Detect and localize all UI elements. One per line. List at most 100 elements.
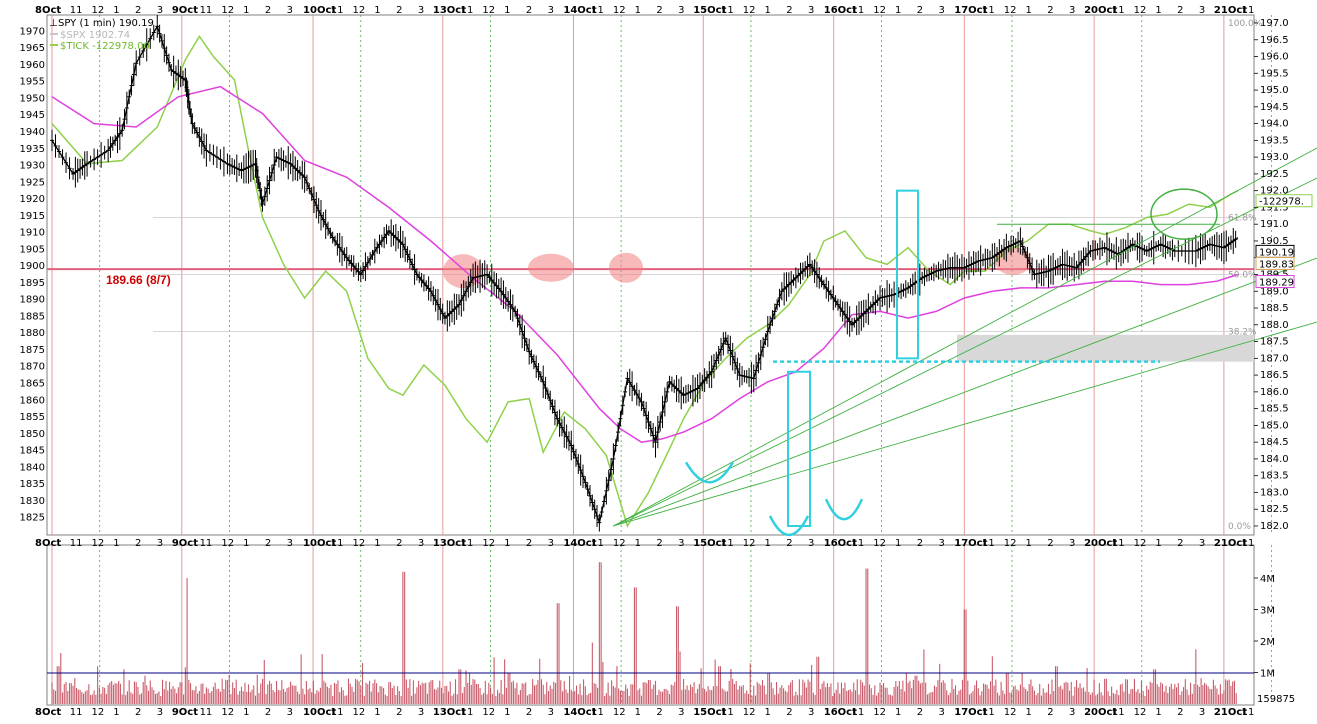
- time-axis-label: 2: [1047, 538, 1053, 549]
- time-axis-label: 12: [873, 538, 886, 549]
- right-axis-tick: 191.0: [1260, 219, 1289, 230]
- left-axis-tick: 1830: [20, 496, 45, 507]
- left-axis-tick: 1940: [20, 127, 45, 138]
- cup-arc: [684, 461, 735, 484]
- time-axis-label: 3: [418, 5, 424, 16]
- time-axis-label: 12: [1004, 707, 1017, 718]
- time-axis-label: 3: [678, 707, 684, 718]
- time-axis-label: 11: [70, 538, 83, 549]
- right-axis-tick: 188.0: [1260, 320, 1289, 331]
- time-axis-label: 2: [135, 707, 141, 718]
- time-axis-label: 1: [1155, 5, 1161, 16]
- right-axis-tick: 182.5: [1260, 504, 1289, 515]
- time-axis-label: 15Oct: [693, 707, 726, 718]
- right-axis-tick: 182.0: [1260, 521, 1289, 532]
- time-axis-label: 1: [113, 538, 119, 549]
- legend-ohlc-icon: ⊥: [49, 18, 58, 29]
- time-axis-label: 12: [482, 707, 495, 718]
- time-axis-label: 12: [92, 707, 105, 718]
- time-axis-label: 11: [200, 538, 213, 549]
- time-axis-label: 2: [1177, 538, 1183, 549]
- time-axis-label: 2: [656, 5, 662, 16]
- volume-bars: [51, 562, 1237, 704]
- time-axis-label: 3: [548, 707, 554, 718]
- time-axis-label: 3: [808, 538, 814, 549]
- time-axis-label: 2: [786, 538, 792, 549]
- left-axis-tick: 1835: [20, 479, 45, 490]
- time-axis-label: 8Oct: [35, 538, 61, 549]
- time-axis-label: 2: [526, 707, 532, 718]
- time-axis-label: 3: [1069, 707, 1075, 718]
- left-axis-tick: 1925: [20, 177, 45, 188]
- fib-level-label: 38.2%: [1228, 328, 1257, 338]
- right-axis-tick: 188.5: [1260, 303, 1289, 314]
- left-axis-tick: 1840: [20, 462, 45, 473]
- legend-spx-label: $SPX 1902.74: [60, 30, 130, 41]
- price-tag-value: 189.83: [1259, 259, 1294, 270]
- time-axis-label: 11: [200, 707, 213, 718]
- right-axis-tick: 193.0: [1260, 152, 1289, 163]
- time-axis-label: 1: [113, 707, 119, 718]
- volume-axis-tick: 2M: [1260, 637, 1275, 648]
- time-axis-label: 10Oct: [303, 538, 336, 549]
- time-axis-label: 17Oct: [954, 707, 987, 718]
- time-axis-label: 11: [851, 5, 864, 16]
- time-axis-label: 13Oct: [433, 5, 466, 16]
- time-axis-label: 12: [353, 538, 366, 549]
- time-axis-label: 3: [1069, 5, 1075, 16]
- trend-fan-line: [613, 147, 1317, 527]
- time-axis-label: 12: [743, 707, 756, 718]
- time-axis-label: 16Oct: [824, 707, 857, 718]
- time-axis-label: 12: [1134, 538, 1147, 549]
- time-axis-label: 11: [591, 707, 604, 718]
- time-axis-label: 11: [70, 707, 83, 718]
- time-axis-label: 1: [1026, 538, 1032, 549]
- highlight-ellipse: [528, 253, 574, 282]
- time-axis-label: 1: [374, 538, 380, 549]
- time-axis-label: 3: [157, 5, 163, 16]
- time-axis-label: 2: [526, 538, 532, 549]
- time-axis-label: 2: [1177, 5, 1183, 16]
- left-price-axis: 1825 1830 1835 1840 1845 1850 1855 1860 1865 1870…: [20, 26, 45, 523]
- time-axis-label: 16Oct: [824, 538, 857, 549]
- time-axis-label: 2: [135, 538, 141, 549]
- legend-tick-label: $TICK -122978.00: [60, 41, 150, 52]
- time-axis-label: 3: [157, 707, 163, 718]
- spy-price-bars: [50, 15, 1238, 532]
- time-axis-label: 2: [656, 538, 662, 549]
- time-axis-label: 12: [613, 707, 626, 718]
- time-axis-label: 11: [982, 5, 995, 16]
- time-axis-label: 11: [461, 707, 474, 718]
- time-axis-label: 12: [1134, 5, 1147, 16]
- legend-item-tick: $TICK -122978.00: [50, 41, 150, 52]
- legend-item-spx: $SPX 1902.74: [50, 30, 130, 41]
- left-axis-tick: 1850: [20, 429, 45, 440]
- time-axis-label: 1: [895, 538, 901, 549]
- time-axis-label: 12: [92, 538, 105, 549]
- left-axis-tick: 1945: [20, 110, 45, 121]
- time-axis-label: 1: [504, 538, 510, 549]
- time-axis-label: 1: [1026, 707, 1032, 718]
- time-axis-label: 1: [1155, 538, 1161, 549]
- time-axis-label: 3: [678, 5, 684, 16]
- price-panel-frame: [46, 14, 1255, 536]
- trend-fan-line: [613, 257, 1317, 527]
- time-axis-label: 11: [331, 538, 344, 549]
- left-axis-tick: 1890: [20, 295, 45, 306]
- time-axis-label: 12: [613, 538, 626, 549]
- time-axis-label: 1: [504, 707, 510, 718]
- legend-spy-label: SPY (1 min) 190.19: [58, 18, 154, 29]
- time-axis-label: 11: [1242, 538, 1255, 549]
- time-axis-label: 12: [221, 707, 234, 718]
- left-axis-tick: 1965: [20, 43, 45, 54]
- price-tag-value: 189.29: [1259, 278, 1294, 289]
- time-axis-label: 1: [243, 707, 249, 718]
- time-axis-label: 3: [1199, 707, 1205, 718]
- time-axis-label: 1: [635, 5, 641, 16]
- time-axis-label: 20Oct: [1084, 5, 1117, 16]
- left-axis-tick: 1915: [20, 211, 45, 222]
- time-axis-label: 11: [721, 5, 734, 16]
- right-axis-tick: 183.5: [1260, 471, 1289, 482]
- time-axis-label: 13Oct: [433, 538, 466, 549]
- time-axis-label: 3: [157, 538, 163, 549]
